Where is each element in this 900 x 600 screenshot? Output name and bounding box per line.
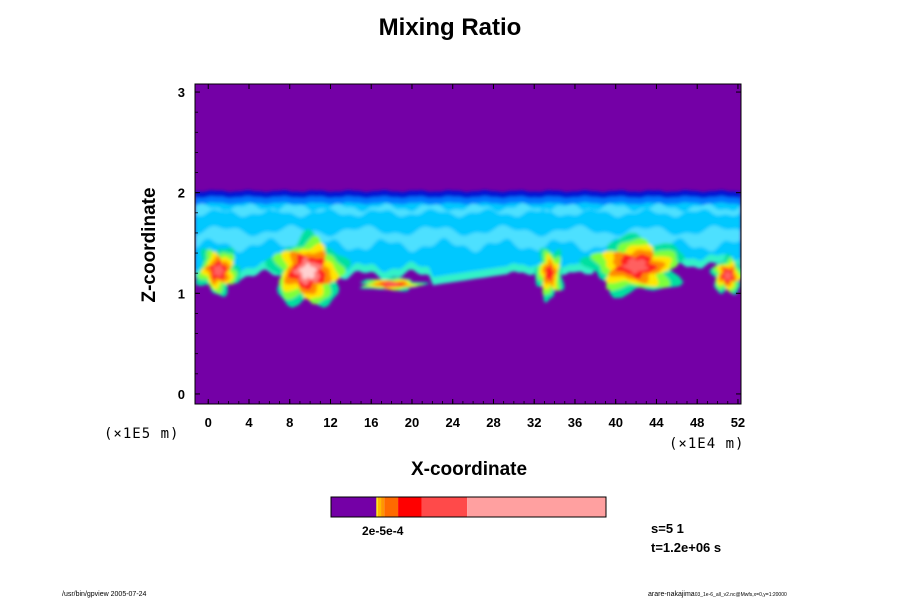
footer-file: 03_1e-6_all_v2.nc@Mwfs,x=0,y=1:20000 — [694, 592, 787, 598]
colorbar-segment — [376, 497, 378, 517]
x-tick-label: 48 — [690, 415, 704, 430]
y-axis-label: Z-coordinate — [139, 187, 160, 303]
y-tick-label: 2 — [178, 186, 185, 201]
y-axis: 0 1 2 3 — [178, 85, 741, 402]
colorbar-segment — [331, 497, 377, 517]
x-tick-label: 44 — [649, 415, 664, 430]
y-tick-label: 0 — [178, 387, 185, 402]
step-info: s=5 1 — [651, 521, 684, 536]
layer-streak-b — [195, 203, 741, 218]
x-tick-label: 12 — [323, 415, 337, 430]
layer-top-edge — [195, 190, 741, 199]
colorbar-frame — [330, 496, 607, 518]
cloud-1-level-5 — [383, 282, 401, 286]
colorbar-segment — [381, 497, 385, 517]
x-axis-factor: (×1E4 m) — [669, 436, 745, 452]
chart-title: Mixing Ratio — [378, 14, 522, 41]
cloud-5-level-5 — [723, 270, 732, 281]
x-tick-label: 24 — [445, 415, 460, 430]
colorbar-segment — [467, 497, 607, 517]
layer-streak-a — [195, 225, 741, 253]
x-axis: 0 4 8 12 16 20 24 28 32 36 40 44 48 52 — [205, 84, 745, 430]
cloud-3-level-4 — [545, 264, 555, 282]
cloud-0-level-6 — [298, 262, 317, 280]
cloud-2-level-5 — [213, 264, 224, 277]
time-info: t=1.2e+06 s — [651, 540, 722, 555]
x-tick-label: 4 — [245, 415, 253, 430]
colorbar — [330, 496, 607, 518]
y-axis-factor: (×1E5 m) — [104, 426, 180, 442]
colorbar-label: 2e-5e-4 — [362, 524, 404, 538]
x-tick-label: 20 — [405, 415, 419, 430]
x-tick-label: 16 — [364, 415, 378, 430]
colorbar-segment — [384, 497, 399, 517]
layer-top-band — [195, 196, 741, 205]
x-tick-label: 28 — [486, 415, 500, 430]
y-tick-label: 3 — [178, 85, 185, 100]
y-tick-label: 1 — [178, 286, 185, 301]
colorbar-segment — [421, 497, 468, 517]
x-tick-label: 8 — [286, 415, 293, 430]
footer-command: /usr/bin/gpview 2005-07-24 — [62, 591, 147, 598]
x-tick-label: 32 — [527, 415, 541, 430]
colorbar-segment — [398, 497, 422, 517]
footer-author-name: arare-nakajima — [648, 591, 695, 598]
x-tick-label: 52 — [731, 415, 745, 430]
plot-frame — [194, 83, 742, 405]
x-tick-label: 0 — [205, 415, 212, 430]
x-tick-label: 40 — [608, 415, 622, 430]
colorbar-segment — [377, 497, 382, 517]
heatmap-field — [195, 190, 741, 308]
footer-author: arare-nakajima03_1e-6_all_v2.nc@Mwfs,x=0… — [648, 591, 787, 598]
x-axis-label: X-coordinate — [410, 459, 528, 480]
cloud-4-level-5 — [622, 258, 649, 275]
x-tick-label: 36 — [568, 415, 582, 430]
